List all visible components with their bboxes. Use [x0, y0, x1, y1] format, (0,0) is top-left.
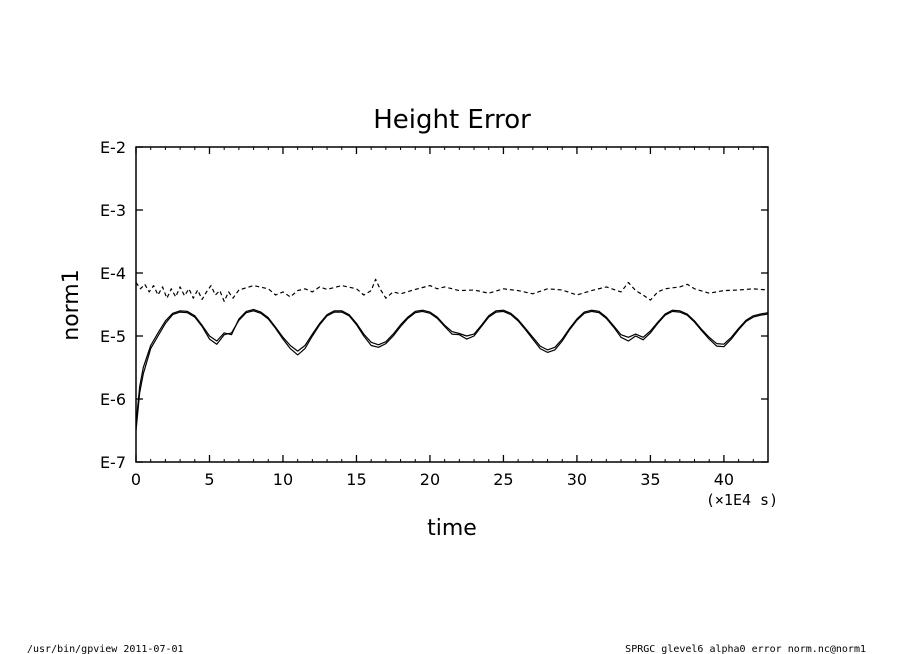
y-tick-label: E-2	[100, 138, 126, 157]
y-tick-label: E-5	[100, 327, 126, 346]
footer-left-text: /usr/bin/gpview 2011-07-01	[27, 644, 184, 654]
footer-right-text: SPRGC_glevel6_alpha0_error_norm.nc@norm1	[625, 644, 866, 654]
y-tick-label: E-3	[100, 201, 126, 220]
y-tick-label: E-7	[100, 453, 126, 472]
series-line-1	[135, 310, 769, 431]
x-axis-unit: (×1E4 s)	[706, 491, 778, 509]
y-axis-label: norm1	[59, 269, 84, 341]
x-tick-label: 35	[640, 470, 660, 489]
x-tick-label: 15	[346, 470, 366, 489]
series-line-3	[135, 278, 769, 302]
series-layer	[135, 278, 769, 431]
x-tick-label: 20	[420, 470, 440, 489]
x-tick-label: 5	[204, 470, 214, 489]
x-tick-label: 30	[567, 470, 587, 489]
x-tick-label: 40	[714, 470, 734, 489]
series-line-2	[135, 308, 769, 425]
x-axis: 0 5 10 15 20 25 30 35 40	[131, 147, 769, 489]
x-axis-label: time	[427, 516, 477, 541]
x-tick-label: 0	[131, 470, 141, 489]
x-tick-label: 25	[493, 470, 513, 489]
plot-frame	[135, 146, 769, 463]
y-axis: E-2 E-3 E-4 E-5 E-6 E-7	[100, 138, 768, 472]
chart-title: Height Error	[373, 105, 531, 135]
x-tick-label: 10	[273, 470, 293, 489]
y-tick-label: E-6	[100, 390, 126, 409]
y-tick-label: E-4	[100, 264, 126, 283]
